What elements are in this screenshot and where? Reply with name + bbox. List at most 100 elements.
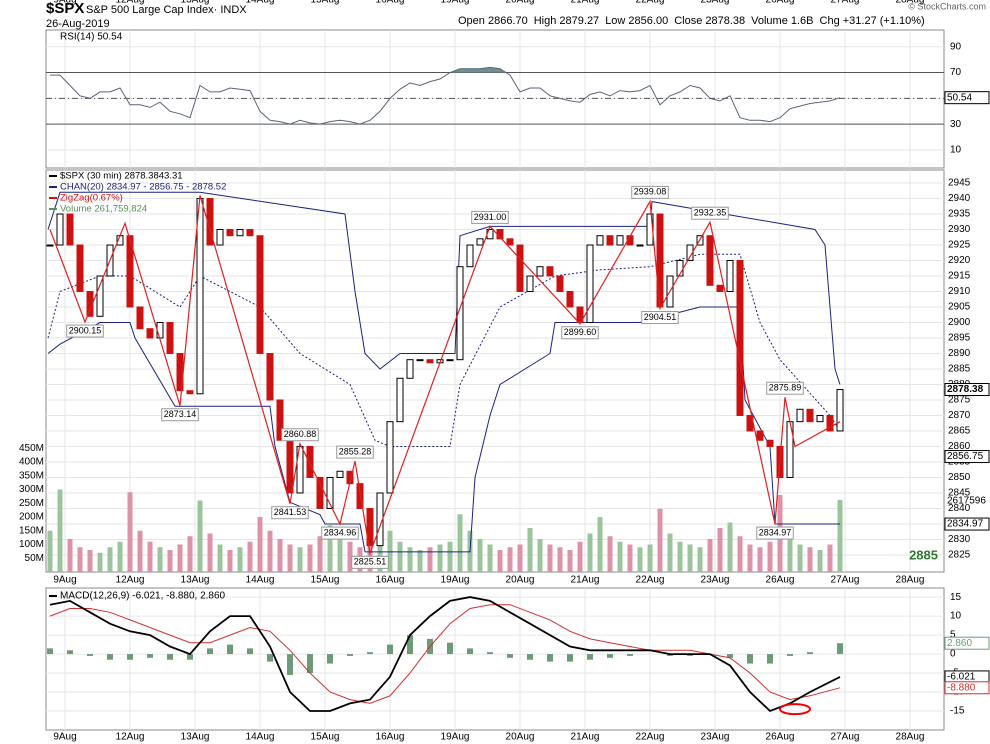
- volume-tick-label: 100M: [19, 539, 44, 550]
- volume-bar: [657, 508, 663, 572]
- volume-bar: [47, 530, 53, 572]
- volume-bar: [327, 525, 333, 572]
- volume-tick-label: 250M: [19, 498, 44, 509]
- x-tick-label: 15Aug: [311, 575, 340, 586]
- y-tick-label: 2920: [948, 255, 971, 266]
- value-marker-box: [944, 636, 990, 650]
- x-tick-label: 13Aug: [181, 0, 210, 6]
- x-tick-label: 13Aug: [181, 732, 210, 743]
- candle: [816, 414, 824, 423]
- volume-bar: [137, 530, 143, 572]
- zigzag-label-box: [641, 311, 679, 325]
- zigzag-label-box: [66, 324, 104, 338]
- rsi-panel: [45, 29, 945, 169]
- candle: [196, 198, 204, 395]
- candle: [156, 321, 164, 339]
- histogram-bar: [687, 654, 693, 656]
- volume-bar: [97, 552, 103, 572]
- zigzag-label: 2834.96: [324, 527, 357, 537]
- y-tick-label: 2825: [948, 550, 971, 561]
- zigzag-label: 2939.08: [634, 187, 667, 197]
- x-tick-label: 21Aug: [571, 0, 600, 6]
- histogram-bar: [327, 654, 333, 664]
- x-tick-label: 27Aug: [831, 575, 860, 586]
- volume-tick-label: 200M: [19, 512, 44, 523]
- value-marker-box: [944, 383, 990, 397]
- volume-bar: [587, 533, 593, 572]
- histogram-bar: [607, 654, 613, 658]
- quote-item: Close 2878.38: [674, 15, 745, 27]
- volume-bar: [147, 541, 153, 572]
- volume-bar: [367, 539, 373, 572]
- value-marker-box: [944, 681, 990, 695]
- candle: [606, 235, 614, 246]
- y-tick-label: 2935: [948, 209, 971, 220]
- histogram-bar: [187, 654, 193, 660]
- y-tick-label: 2845: [948, 488, 971, 499]
- y-tick-label: 2905: [948, 302, 971, 313]
- zigzag-label-box: [766, 381, 804, 395]
- y-tick-label: 10: [950, 145, 962, 156]
- candle: [636, 244, 644, 247]
- histogram-bar: [787, 654, 793, 656]
- candle: [406, 359, 414, 379]
- candle: [826, 414, 834, 432]
- zigzag-label-box: [161, 408, 199, 422]
- volume-bar: [107, 547, 113, 572]
- volume-bar: [407, 547, 413, 572]
- candle: [686, 244, 694, 262]
- x-tick-label: 26Aug: [766, 0, 795, 6]
- volume-bar: [57, 489, 63, 572]
- value-marker: 2834.97: [947, 519, 984, 530]
- volume-bar: [127, 492, 133, 572]
- volume-bar: [457, 514, 463, 572]
- y-tick-label: 2860: [948, 441, 971, 452]
- volume-bar: [247, 541, 253, 572]
- volume-bar: [217, 544, 223, 572]
- x-tick-label: 20Aug: [506, 0, 535, 6]
- histogram-bar: [767, 654, 773, 664]
- histogram-bar: [487, 652, 493, 655]
- volume-tick-label: 300M: [19, 484, 44, 495]
- candle: [236, 229, 244, 237]
- zigzag-label-box: [631, 185, 669, 199]
- candle: [756, 430, 764, 441]
- x-tick-label: 26Aug: [766, 575, 795, 586]
- histogram-bar: [407, 635, 413, 655]
- volume-bar: [837, 500, 843, 572]
- y-tick-label: 2940: [948, 193, 971, 204]
- volume-bar: [727, 522, 733, 572]
- candle: [526, 275, 534, 292]
- x-tick-label: 21Aug: [571, 575, 600, 586]
- value-marker: -8.880: [947, 682, 976, 693]
- candle: [56, 213, 64, 246]
- volume-bar: [497, 550, 503, 572]
- histogram-bar: [747, 654, 753, 664]
- volume-bar: [577, 541, 583, 572]
- y-tick-label: 10: [950, 611, 962, 622]
- x-tick-label: 19Aug: [441, 575, 470, 586]
- volume-bar: [477, 539, 483, 572]
- volume-bar: [637, 547, 643, 572]
- zigzag-label: 2932.35: [694, 208, 727, 218]
- volume-bar: [317, 536, 323, 572]
- value-marker-box: [944, 517, 990, 531]
- candle: [546, 266, 554, 277]
- candle: [166, 321, 174, 354]
- rsi-line: [50, 66, 841, 125]
- volume-bar: [767, 541, 773, 572]
- macd-legend: MACD(12,26,9) -6.021, -8.880, 2.860: [60, 591, 226, 602]
- x-tick-label: 20Aug: [506, 732, 535, 743]
- volume-bar: [177, 544, 183, 572]
- zigzag-label-box: [281, 428, 319, 442]
- histogram-bar: [447, 642, 453, 655]
- volume-bar: [307, 544, 313, 572]
- volume-bar: [597, 517, 603, 572]
- candle: [656, 213, 664, 308]
- histogram-bar: [507, 654, 513, 658]
- candle: [266, 352, 274, 401]
- y-tick-label: 2830: [948, 534, 971, 545]
- histogram-bar: [87, 654, 93, 656]
- volume-bar: [757, 547, 763, 572]
- volume-bar: [167, 550, 173, 572]
